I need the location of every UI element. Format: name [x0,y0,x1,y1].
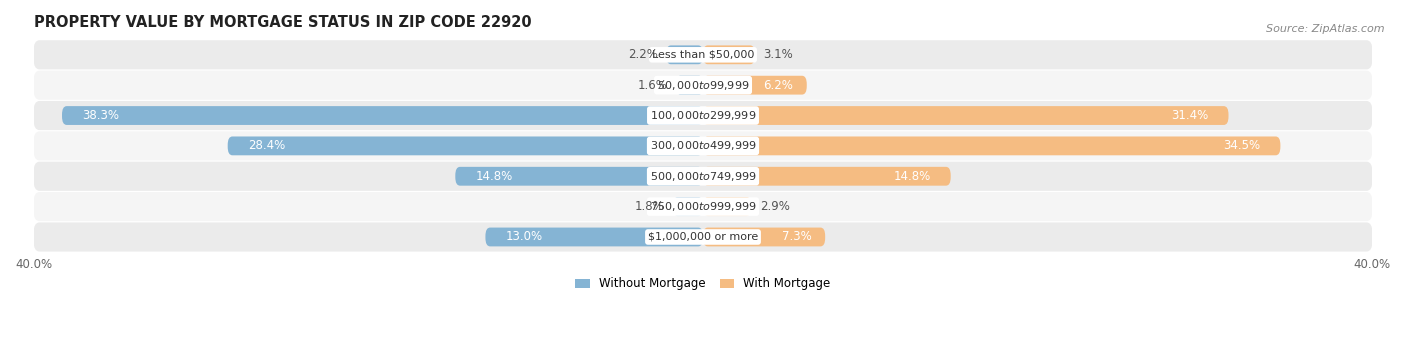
FancyBboxPatch shape [34,222,1372,252]
FancyBboxPatch shape [34,40,1372,69]
Text: 1.6%: 1.6% [638,79,668,92]
Text: 34.5%: 34.5% [1223,139,1260,152]
FancyBboxPatch shape [485,227,703,247]
Text: $100,000 to $299,999: $100,000 to $299,999 [650,109,756,122]
Text: 31.4%: 31.4% [1171,109,1208,122]
FancyBboxPatch shape [673,197,703,216]
Text: 3.1%: 3.1% [763,48,793,61]
FancyBboxPatch shape [703,136,1281,155]
FancyBboxPatch shape [34,162,1372,191]
FancyBboxPatch shape [34,192,1372,221]
FancyBboxPatch shape [703,106,1229,125]
Text: 38.3%: 38.3% [82,109,120,122]
FancyBboxPatch shape [676,76,703,94]
FancyBboxPatch shape [62,106,703,125]
Text: 1.8%: 1.8% [634,200,665,213]
FancyBboxPatch shape [228,136,703,155]
FancyBboxPatch shape [703,167,950,186]
Legend: Without Mortgage, With Mortgage: Without Mortgage, With Mortgage [571,273,835,295]
Text: 14.8%: 14.8% [475,170,513,183]
Text: 7.3%: 7.3% [782,231,811,243]
Text: PROPERTY VALUE BY MORTGAGE STATUS IN ZIP CODE 22920: PROPERTY VALUE BY MORTGAGE STATUS IN ZIP… [34,15,531,30]
FancyBboxPatch shape [703,76,807,94]
Text: Less than $50,000: Less than $50,000 [652,50,754,60]
FancyBboxPatch shape [703,227,825,247]
Text: 2.2%: 2.2% [628,48,658,61]
FancyBboxPatch shape [703,197,752,216]
FancyBboxPatch shape [666,45,703,64]
Text: 6.2%: 6.2% [763,79,793,92]
Text: $50,000 to $99,999: $50,000 to $99,999 [657,79,749,92]
Text: $300,000 to $499,999: $300,000 to $499,999 [650,139,756,152]
Text: $750,000 to $999,999: $750,000 to $999,999 [650,200,756,213]
FancyBboxPatch shape [34,71,1372,100]
Text: Source: ZipAtlas.com: Source: ZipAtlas.com [1267,24,1385,34]
FancyBboxPatch shape [456,167,703,186]
FancyBboxPatch shape [703,45,755,64]
Text: $500,000 to $749,999: $500,000 to $749,999 [650,170,756,183]
FancyBboxPatch shape [34,101,1372,130]
Text: 28.4%: 28.4% [247,139,285,152]
FancyBboxPatch shape [34,131,1372,161]
Text: 14.8%: 14.8% [893,170,931,183]
Text: $1,000,000 or more: $1,000,000 or more [648,232,758,242]
Text: 2.9%: 2.9% [759,200,790,213]
Text: 13.0%: 13.0% [506,231,543,243]
